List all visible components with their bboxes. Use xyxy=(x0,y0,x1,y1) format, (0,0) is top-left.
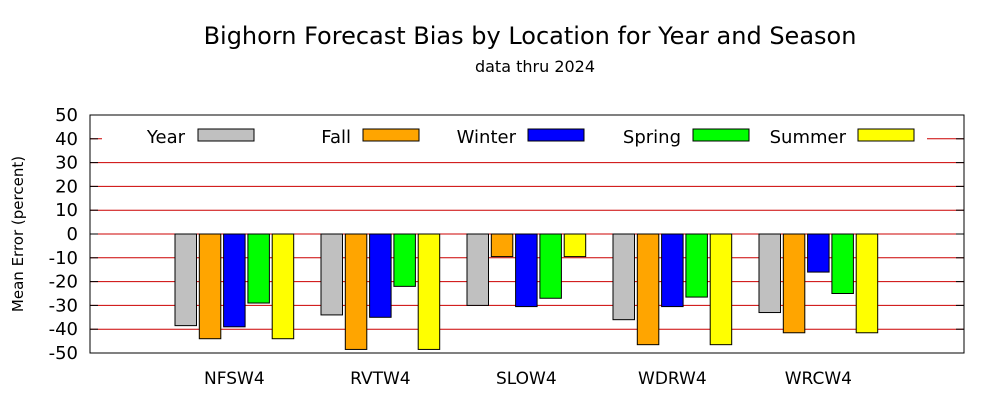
bars xyxy=(174,233,879,350)
bar-fall-slow4 xyxy=(490,233,514,258)
x-category-label: NFSW4 xyxy=(204,369,265,389)
x-category-label: RVTW4 xyxy=(350,369,411,389)
bar-fall-nfsw4 xyxy=(198,233,222,340)
bar-winter-slow4 xyxy=(515,233,538,308)
legend-label-spring: Spring xyxy=(623,127,681,148)
legend-label-fall: Fall xyxy=(321,127,351,148)
legend-label-year: Year xyxy=(146,127,186,148)
bar-spring-slow4 xyxy=(539,233,562,299)
bar-spring-rvtw4 xyxy=(393,233,416,287)
bar-year-rvtw4 xyxy=(320,233,343,316)
bar-spring-nfsw4 xyxy=(247,233,270,304)
bar-winter-nfsw4 xyxy=(223,233,246,328)
legend-swatch-winter xyxy=(527,128,585,142)
bar-summer-slow4 xyxy=(563,233,587,258)
bar-winter-rvtw4 xyxy=(369,233,392,318)
y-tick-label: -40 xyxy=(49,319,78,340)
bar-summer-wdrw4 xyxy=(709,233,733,346)
y-tick-label: -10 xyxy=(49,248,78,269)
legend-label-summer: Summer xyxy=(770,127,847,148)
bar-year-nfsw4 xyxy=(174,233,197,327)
bar-year-wdrw4 xyxy=(612,233,635,321)
bar-fall-rvtw4 xyxy=(344,233,368,350)
bar-fall-wdrw4 xyxy=(636,233,660,346)
legend-label-winter: Winter xyxy=(457,127,517,148)
y-tick-label: 50 xyxy=(55,105,78,126)
legend-swatch-year xyxy=(197,128,255,142)
y-tick-label: -30 xyxy=(49,295,78,316)
y-tick-label: 30 xyxy=(55,153,78,174)
chart-title: Bighorn Forecast Bias by Location for Ye… xyxy=(204,22,857,50)
bar-spring-wrcw4 xyxy=(831,233,854,294)
y-tick-label: 10 xyxy=(55,200,78,221)
bar-spring-wdrw4 xyxy=(685,233,708,298)
bar-winter-wdrw4 xyxy=(661,233,684,308)
bar-summer-nfsw4 xyxy=(271,233,295,340)
legend-swatch-summer xyxy=(857,128,915,142)
bar-winter-wrcw4 xyxy=(807,233,830,273)
y-tick-label: 0 xyxy=(67,224,78,245)
y-axis-label: Mean Error (percent) xyxy=(9,156,27,312)
bar-year-slow4 xyxy=(466,233,489,306)
bar-year-wrcw4 xyxy=(758,233,781,314)
x-category-label: WDRW4 xyxy=(638,369,707,389)
x-axis-categories: NFSW4 RVTW4 SLOW4 WDRW4 WRCW4 xyxy=(204,369,852,389)
bar-fall-wrcw4 xyxy=(782,233,806,334)
x-category-label: WRCW4 xyxy=(785,369,852,389)
legend-swatch-fall xyxy=(362,128,420,142)
y-tick-label: -20 xyxy=(49,272,78,293)
legend-swatch-spring xyxy=(692,128,750,142)
x-category-label: SLOW4 xyxy=(496,369,557,389)
bar-summer-wrcw4 xyxy=(855,233,879,334)
bar-summer-rvtw4 xyxy=(417,233,441,350)
y-tick-label: 40 xyxy=(55,129,78,150)
legend: Year Fall Winter Spring Summer xyxy=(102,124,927,150)
y-tick-label: 20 xyxy=(55,176,78,197)
chart-subtitle: data thru 2024 xyxy=(475,57,595,76)
y-tick-label: -50 xyxy=(49,343,78,364)
